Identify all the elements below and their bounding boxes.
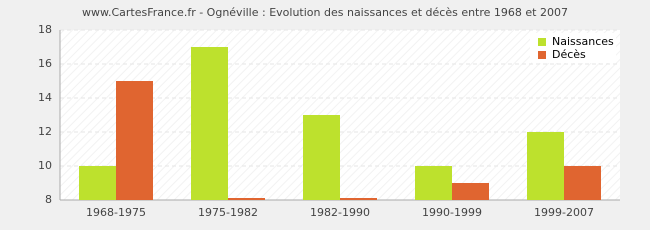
x-tick-label: 1975-1982 — [198, 206, 258, 219]
legend-label: Décès — [552, 48, 586, 61]
bar — [340, 198, 377, 200]
bar — [564, 166, 601, 200]
y-tick-label: 8 — [45, 193, 52, 206]
y-tick-label: 12 — [38, 125, 52, 138]
legend-label: Naissances — [552, 35, 614, 48]
y-tick-label: 10 — [38, 159, 52, 172]
bar — [452, 183, 489, 200]
chart-title: www.CartesFrance.fr - Ognéville : Evolut… — [82, 6, 568, 19]
bar — [191, 47, 228, 200]
x-tick-label: 1990-1999 — [422, 206, 482, 219]
page: www.CartesFrance.fr - Ognéville : Evolut… — [0, 0, 650, 230]
bar — [303, 115, 340, 200]
legend-swatch — [538, 38, 546, 46]
legend-box — [530, 33, 616, 63]
chart: www.CartesFrance.fr - Ognéville : Evolut… — [0, 0, 650, 230]
bar — [79, 166, 116, 200]
y-tick-label: 16 — [38, 57, 52, 70]
bar — [527, 132, 564, 200]
y-tick-label: 14 — [38, 91, 52, 104]
bar — [116, 81, 153, 200]
y-tick-label: 18 — [38, 23, 52, 36]
x-tick-label: 1999-2007 — [534, 206, 594, 219]
x-tick-label: 1982-1990 — [310, 206, 370, 219]
x-tick-label: 1968-1975 — [86, 206, 146, 219]
bar — [415, 166, 452, 200]
bar — [228, 198, 265, 200]
legend-swatch — [538, 51, 546, 59]
